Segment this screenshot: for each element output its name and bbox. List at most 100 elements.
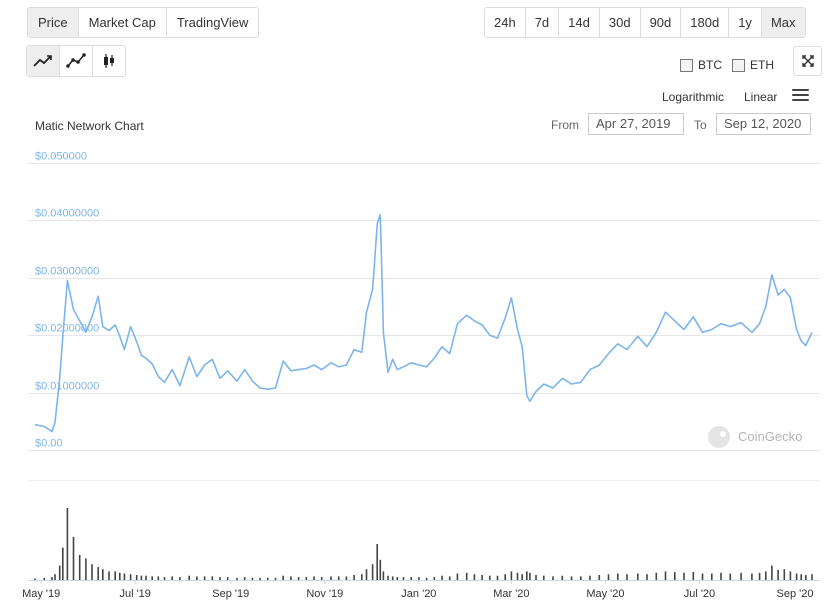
volume-bar: [219, 577, 221, 580]
scale-linear-button[interactable]: Linear: [744, 90, 778, 104]
volume-bar: [646, 574, 648, 580]
to-date-input[interactable]: Sep 12, 2020: [716, 113, 811, 135]
volume-bar: [135, 575, 138, 580]
candlestick-chart-button[interactable]: [93, 46, 125, 76]
y-tick-label: $0.00: [35, 438, 63, 450]
range-7d-button[interactable]: 7d: [526, 8, 560, 37]
volume-bar: [58, 565, 61, 580]
volume-bar: [800, 574, 802, 580]
range-14d-button[interactable]: 14d: [559, 8, 600, 37]
chart-title: Matic Network Chart: [35, 119, 144, 133]
volume-bar: [123, 573, 126, 580]
chart-menu-button[interactable]: [792, 89, 809, 102]
volume-bar: [91, 564, 93, 580]
checkbox-box: [732, 58, 745, 72]
volume-bar: [382, 571, 385, 580]
volume-bar: [236, 577, 238, 580]
tab-tradingview[interactable]: TradingView: [176, 15, 249, 30]
volume-bar: [140, 575, 143, 580]
volume-bar: [353, 575, 355, 580]
volume-bar: [561, 575, 564, 580]
volume-bar: [274, 577, 277, 580]
volume-bar: [188, 575, 190, 580]
volume-bar: [425, 577, 428, 580]
volume-bar: [751, 573, 753, 580]
volume-bar: [163, 577, 166, 580]
tab-market-cap[interactable]: Market Cap: [79, 8, 167, 37]
x-tick-label: Mar '20: [493, 588, 529, 600]
volume-bar: [196, 576, 198, 580]
volume-bar: [783, 569, 786, 580]
expand-icon: [801, 55, 814, 67]
tab-price[interactable]: Price: [28, 8, 79, 37]
compare-eth-checkbox[interactable]: ETH: [732, 58, 774, 72]
volume-bar: [433, 577, 436, 580]
volume-bar: [179, 577, 181, 580]
volume-bar: [701, 573, 704, 580]
volume-bar: [683, 572, 685, 580]
volume-bar: [674, 572, 676, 580]
volume-bar: [54, 574, 56, 580]
range-1y-button[interactable]: 1y: [729, 8, 762, 37]
x-tick-label: Sep '20: [777, 588, 814, 600]
volume-bar: [97, 567, 99, 580]
volume-bar: [805, 575, 807, 580]
from-date-input[interactable]: Apr 27, 2019: [588, 113, 684, 135]
from-label: From: [551, 118, 579, 132]
volume-bar: [607, 574, 610, 580]
candlestick-chart-icon: [104, 54, 114, 68]
line-chart-icon: [33, 55, 52, 67]
volume-bar: [510, 571, 513, 580]
volume-bar: [72, 536, 75, 580]
compare-btc-label: BTC: [698, 58, 722, 72]
volume-bar: [795, 573, 798, 580]
coingecko-watermark: CoinGecko: [708, 426, 802, 448]
coingecko-logo-icon: [708, 426, 730, 448]
volume-bar: [211, 576, 214, 580]
volume-bar: [740, 572, 742, 580]
volume-bar: [129, 574, 132, 580]
x-tick-label: Jul '20: [684, 588, 715, 600]
fullscreen-button[interactable]: [793, 46, 822, 76]
volume-bar: [51, 577, 53, 580]
range-180d-button[interactable]: 180d: [681, 8, 730, 37]
volume-bar: [102, 569, 104, 580]
volume-bar: [361, 574, 363, 580]
volume-bar: [410, 577, 412, 580]
volume-bar: [305, 577, 308, 580]
scale-logarithmic-button[interactable]: Logarithmic: [662, 90, 725, 104]
compare-btc-checkbox[interactable]: BTC: [680, 58, 722, 72]
volume-bar: [465, 572, 468, 580]
volume-bar: [297, 577, 300, 580]
y-tick-label: $0.04000000: [35, 208, 99, 220]
volume-bar: [66, 508, 69, 580]
volume-bar: [441, 575, 443, 580]
volume-bar: [330, 576, 332, 580]
volume-bar: [345, 576, 348, 580]
price-series-line: [34, 213, 813, 433]
volume-bar: [811, 574, 813, 580]
volume-bar: [371, 564, 374, 580]
line-chart-button[interactable]: [27, 46, 60, 76]
volume-bar: [402, 577, 405, 580]
volume-bar: [78, 554, 81, 580]
range-90d-button[interactable]: 90d: [641, 8, 682, 37]
range-30d-button[interactable]: 30d: [600, 8, 641, 37]
volume-bar: [34, 578, 36, 580]
time-range-selector: 24h 7d 14d 30d 90d 180d 1y Max: [484, 7, 806, 38]
volume-bar: [376, 544, 378, 580]
y-tick-label: $0.02000000: [35, 323, 99, 335]
range-max-button[interactable]: Max: [761, 8, 805, 37]
volume-bar: [570, 576, 573, 580]
volume-bar: [758, 572, 761, 580]
volume-bar: [729, 573, 732, 580]
checkbox-box: [680, 58, 693, 72]
x-tick-label: Nov '19: [306, 588, 343, 600]
volume-bar: [396, 577, 399, 580]
volume-bar: [771, 565, 773, 580]
volume-bar: [589, 575, 591, 580]
range-24h-button[interactable]: 24h: [485, 8, 526, 37]
volume-bar: [617, 573, 619, 580]
volume-bar: [529, 572, 531, 580]
point-line-chart-button[interactable]: [60, 46, 93, 76]
